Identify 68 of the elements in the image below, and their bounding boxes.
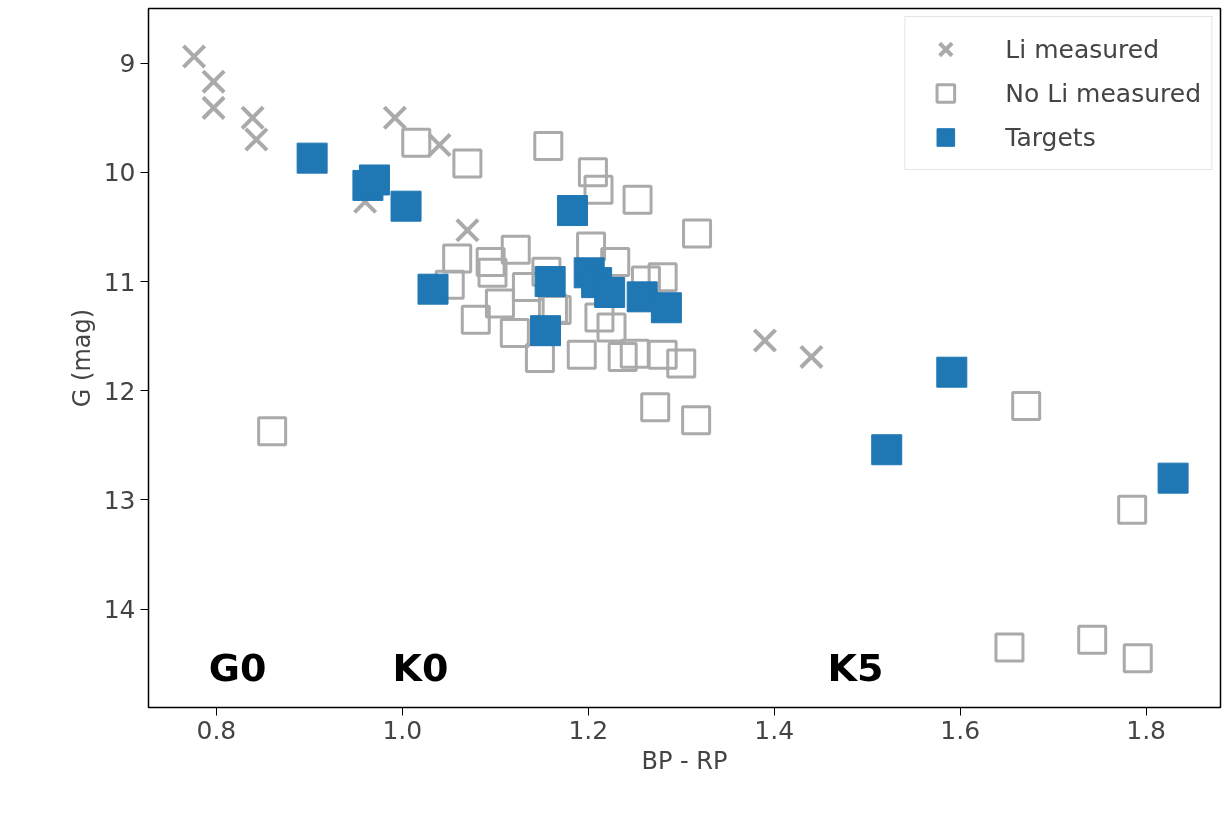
annotation: K0	[392, 645, 449, 690]
point	[607, 341, 638, 372]
y-tick-label: 13	[103, 485, 136, 515]
point	[240, 105, 266, 131]
point	[500, 234, 531, 265]
point	[257, 416, 288, 447]
point	[484, 288, 515, 319]
point	[650, 292, 682, 324]
point	[452, 148, 483, 179]
point	[477, 257, 508, 288]
point	[1117, 494, 1148, 525]
y-tick-label: 12	[103, 376, 136, 406]
x-tick-label: 1.0	[382, 715, 423, 745]
point	[417, 273, 449, 305]
point	[647, 339, 678, 370]
point	[200, 69, 227, 95]
point	[566, 339, 597, 370]
point	[1122, 643, 1153, 674]
y-tick-label: 11	[103, 267, 136, 297]
point	[666, 348, 697, 379]
y-tick-label: 9	[119, 49, 136, 79]
legend-label: No Li measured	[1005, 78, 1201, 108]
point	[752, 327, 778, 354]
point	[871, 434, 903, 466]
point	[454, 217, 481, 243]
point	[622, 184, 653, 215]
point	[594, 276, 626, 308]
point	[577, 157, 608, 188]
point	[681, 405, 712, 436]
point	[243, 126, 269, 153]
legend-label: Li measured	[1005, 34, 1160, 64]
point	[533, 131, 564, 162]
x-tick-label: 1.6	[940, 715, 981, 745]
annotation: K5	[827, 645, 884, 690]
point	[382, 105, 408, 131]
y-tick-label: 10	[103, 158, 136, 188]
point	[640, 392, 671, 423]
point	[442, 243, 473, 274]
point	[682, 218, 713, 249]
y-axis-title: G (mag)	[67, 308, 96, 408]
point	[296, 142, 328, 174]
point	[596, 312, 627, 343]
annotation: G0	[208, 645, 267, 690]
point	[460, 304, 491, 335]
point	[1011, 391, 1042, 422]
point	[200, 95, 227, 121]
x-tick-label: 1.4	[754, 715, 795, 745]
point	[936, 356, 968, 388]
point	[994, 632, 1025, 663]
point	[1077, 624, 1108, 655]
point	[556, 195, 588, 227]
point	[530, 315, 561, 347]
point	[499, 317, 530, 348]
point	[798, 344, 825, 370]
x-tick-label: 1.2	[568, 715, 609, 745]
x-axis-title: BP - RP	[641, 746, 728, 775]
point	[390, 190, 422, 222]
x-tick-label: 1.8	[1126, 715, 1167, 745]
x-tick-label: 0.8	[196, 715, 237, 745]
y-tick-label: 14	[103, 595, 136, 625]
point	[534, 266, 566, 298]
point	[619, 338, 650, 369]
point	[358, 164, 390, 196]
point	[401, 127, 432, 158]
point	[181, 43, 207, 70]
point	[475, 246, 506, 277]
legend-label: Targets	[1005, 122, 1096, 152]
point	[1157, 462, 1189, 494]
